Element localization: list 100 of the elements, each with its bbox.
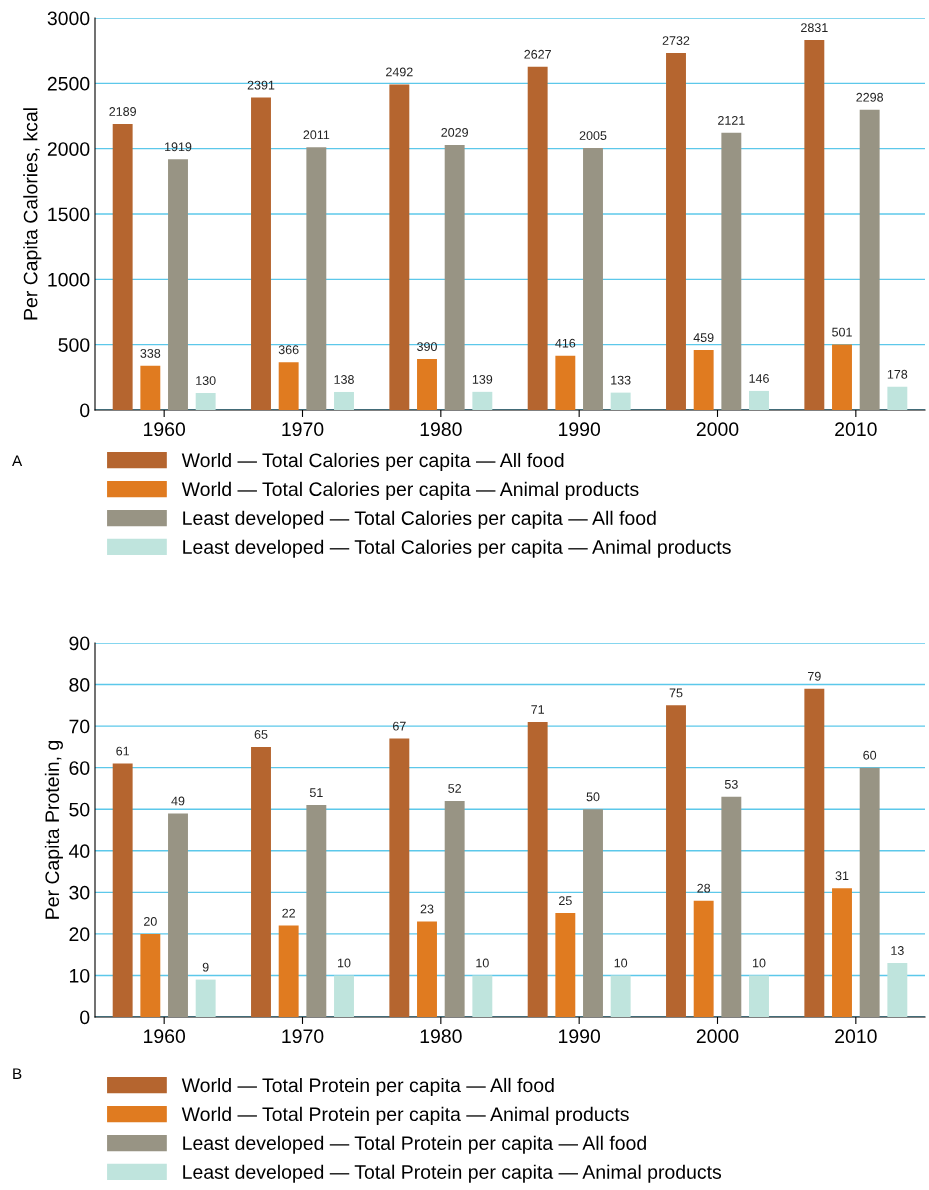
data-label: 139 — [472, 374, 493, 384]
data-label: 2029 — [441, 128, 468, 137]
bar — [417, 359, 437, 410]
bar — [887, 386, 908, 410]
bar — [693, 350, 714, 410]
bar — [583, 148, 603, 410]
x-tick-label: 2010 — [835, 1029, 877, 1044]
x-tick-label: 1990 — [559, 1029, 601, 1044]
y-tick-label: 1000 — [48, 272, 90, 287]
y-tick-label: 0 — [80, 403, 90, 418]
data-label: 31 — [835, 871, 849, 881]
bar — [832, 344, 852, 410]
bar — [140, 365, 161, 410]
x-tick-label: 1990 — [559, 422, 601, 437]
y-tick-label: 0 — [80, 1010, 90, 1025]
bar — [721, 132, 742, 410]
bar — [251, 97, 271, 410]
bar — [721, 796, 742, 1017]
legend-label: Least developed — Total Calories per capita — All food — [183, 510, 656, 529]
bar — [334, 391, 354, 410]
bar — [306, 805, 327, 1017]
x-tick-label: 1970 — [282, 1029, 324, 1044]
bar — [278, 362, 299, 410]
data-label: 2121 — [718, 115, 745, 125]
data-label: 2011 — [303, 130, 330, 140]
data-label: 2492 — [386, 67, 413, 77]
x-tick-label: 1970 — [282, 422, 324, 437]
bar — [804, 40, 825, 410]
data-label: 23 — [420, 904, 434, 914]
data-label: 20 — [144, 917, 157, 926]
legend-label: Least developed — Total Protein per capita — All food — [183, 1135, 646, 1154]
data-label: 53 — [724, 779, 738, 789]
bar — [859, 109, 880, 410]
bar — [749, 975, 769, 1017]
data-label: 366 — [278, 345, 299, 355]
bar — [583, 809, 603, 1017]
y-axis-title: Per Capita Protein, g — [44, 741, 63, 919]
bar — [832, 888, 852, 1017]
x-tick-label: 2000 — [696, 1029, 739, 1044]
data-label: 67 — [393, 721, 406, 731]
legend-label: World — Total Protein per capita — Animal products — [181, 1106, 629, 1125]
bar — [389, 738, 410, 1017]
bar — [610, 975, 631, 1017]
y-tick-label: 80 — [69, 678, 90, 692]
legend-label: World — Total Calories per capita — Animal products — [181, 481, 639, 500]
data-label: 10 — [338, 958, 351, 968]
legend-label: Least developed — Total Protein per capita — Animal products — [183, 1164, 722, 1183]
bar — [389, 84, 410, 410]
data-label: 60 — [863, 750, 877, 760]
bar — [527, 66, 548, 410]
y-tick-label: 50 — [69, 802, 90, 817]
bar — [887, 962, 908, 1017]
y-tick-label: 60 — [69, 761, 90, 775]
y-tick-label: 10 — [70, 968, 90, 983]
data-label: 2732 — [662, 36, 690, 45]
data-label: 9 — [202, 962, 209, 972]
data-label: 501 — [832, 327, 852, 337]
bar — [472, 391, 493, 410]
y-tick-label: 90 — [69, 636, 90, 651]
data-label: 51 — [309, 788, 323, 798]
data-label: 2298 — [856, 92, 884, 102]
data-label: 2189 — [109, 107, 136, 116]
data-label: 130 — [196, 376, 216, 385]
bar — [444, 144, 465, 410]
y-tick-label: 70 — [69, 719, 90, 734]
bar — [417, 921, 437, 1017]
data-label: 10 — [753, 958, 766, 968]
bar — [472, 975, 493, 1017]
data-label: 75 — [669, 688, 683, 698]
y-tick-label: 1500 — [48, 207, 90, 222]
data-label: 25 — [559, 896, 572, 906]
data-label: 459 — [693, 333, 714, 342]
data-label: 2005 — [579, 131, 607, 140]
bar — [195, 979, 216, 1017]
data-label: 52 — [448, 784, 461, 793]
bar — [112, 763, 133, 1017]
y-tick-label: 30 — [69, 885, 90, 900]
bar — [804, 688, 825, 1017]
legend-label: World — Total Protein per capita — All food — [181, 1077, 554, 1097]
bar — [168, 813, 188, 1017]
bar — [334, 975, 354, 1017]
data-label: 338 — [140, 348, 161, 358]
bar — [666, 705, 686, 1017]
x-tick-label: 1960 — [144, 1029, 186, 1044]
data-label: 49 — [171, 796, 185, 806]
x-tick-label: 2010 — [835, 422, 877, 437]
x-tick-label: 1980 — [420, 422, 462, 437]
bar — [555, 355, 576, 410]
y-tick-label: 500 — [58, 338, 90, 352]
x-tick-label: 1960 — [144, 422, 186, 437]
text: A — [12, 455, 23, 466]
bar — [555, 913, 576, 1017]
data-label: 50 — [586, 792, 600, 802]
bar — [168, 159, 188, 410]
legend-label: World — Total Calories per capita — All food — [181, 452, 564, 472]
data-label: 133 — [611, 375, 631, 385]
bar — [278, 925, 299, 1017]
data-label: 146 — [749, 374, 769, 383]
y-tick-label: 40 — [68, 844, 90, 859]
bar — [112, 123, 133, 410]
